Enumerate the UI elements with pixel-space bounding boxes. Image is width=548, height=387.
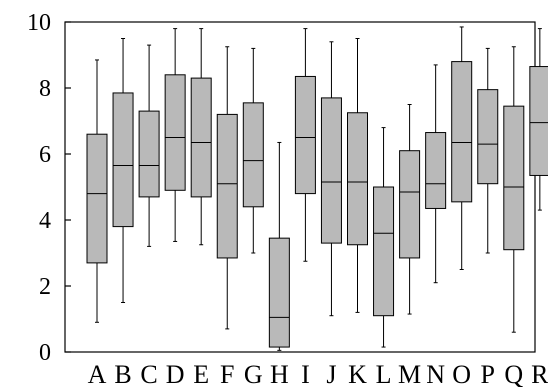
category-label-M: M [398, 360, 421, 387]
iqr-box-L [373, 186, 395, 317]
box-J [320, 41, 342, 317]
y-tick-label-6: 6 [39, 142, 51, 168]
category-label-C: C [140, 360, 157, 387]
box-R [529, 28, 548, 211]
iqr-box-K [347, 112, 368, 246]
category-label-B: B [114, 360, 131, 387]
category-label-N: N [426, 360, 445, 387]
iqr-box-F [216, 113, 238, 259]
y-axis: 0 2 4 6 8 10 [27, 10, 71, 366]
iqr-box-M [399, 150, 421, 259]
category-label-L: L [376, 360, 392, 387]
y-tick-label-8: 8 [39, 76, 51, 102]
iqr-box-R [529, 66, 548, 176]
y-tick-label-0: 0 [39, 340, 51, 366]
category-label-K: K [348, 360, 367, 387]
box-Q [503, 46, 525, 333]
box-B [112, 38, 134, 303]
box-G [242, 47, 264, 254]
iqr-box-G [242, 102, 264, 208]
category-label-P: P [481, 360, 495, 387]
category-label-I: I [301, 360, 310, 387]
iqr-box-D [164, 74, 186, 191]
box-D [164, 28, 186, 242]
box-O [451, 26, 473, 270]
iqr-box-I [294, 75, 316, 195]
y-tick-label-4: 4 [39, 208, 51, 234]
iqr-box-A [86, 133, 108, 264]
box-series [86, 26, 548, 351]
category-label-A: A [88, 360, 107, 387]
box-F [216, 46, 238, 330]
iqr-box-E [190, 77, 212, 198]
category-label-D: D [166, 360, 185, 387]
iqr-box-B [112, 92, 134, 228]
iqr-box-N [425, 132, 447, 209]
category-label-H: H [270, 360, 289, 387]
box-C [138, 44, 160, 247]
box-P [477, 47, 499, 254]
box-A [86, 59, 108, 323]
box-M [399, 104, 421, 315]
category-label-E: E [193, 360, 209, 387]
iqr-box-Q [503, 105, 525, 251]
iqr-box-C [138, 110, 160, 198]
box-N [425, 64, 447, 284]
box-L [373, 127, 395, 348]
category-label-Q: Q [504, 360, 523, 387]
y-tick-label-2: 2 [39, 274, 51, 300]
box-E [190, 28, 212, 246]
y-tick-label-10: 10 [27, 10, 51, 36]
category-label-G: G [244, 360, 263, 387]
box-K [347, 38, 368, 313]
iqr-box-O [451, 61, 473, 203]
category-label-R: R [531, 360, 548, 387]
category-label-O: O [452, 360, 471, 387]
category-label-J: J [326, 360, 336, 387]
box-I [294, 28, 316, 262]
category-label-F: F [220, 360, 234, 387]
iqr-box-H [268, 237, 290, 348]
box-H [268, 141, 290, 351]
iqr-box-J [320, 97, 342, 244]
iqr-box-P [477, 89, 499, 185]
